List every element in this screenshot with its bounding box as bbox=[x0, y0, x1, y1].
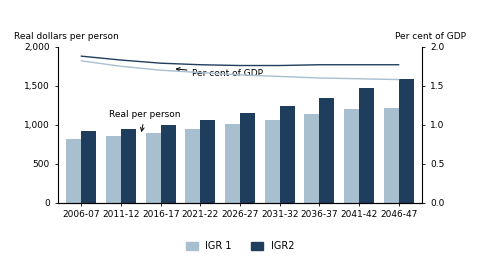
Bar bbox=[200, 120, 216, 203]
Bar bbox=[304, 114, 319, 203]
Text: Per cent of GDP: Per cent of GDP bbox=[177, 68, 264, 79]
Bar bbox=[384, 108, 398, 203]
Bar bbox=[121, 129, 136, 203]
Bar bbox=[225, 124, 240, 203]
Bar bbox=[280, 107, 295, 203]
Bar bbox=[66, 139, 82, 203]
Text: Real per person: Real per person bbox=[109, 110, 180, 131]
Bar bbox=[344, 109, 359, 203]
Text: Real dollars per person: Real dollars per person bbox=[14, 31, 119, 41]
Bar bbox=[398, 79, 414, 203]
Bar bbox=[106, 136, 121, 203]
Text: Per cent of GDP: Per cent of GDP bbox=[395, 31, 466, 41]
Bar bbox=[145, 133, 161, 203]
Bar bbox=[264, 120, 280, 203]
Legend: IGR 1, IGR2: IGR 1, IGR2 bbox=[182, 237, 298, 255]
Bar bbox=[240, 113, 255, 203]
Bar bbox=[82, 131, 96, 203]
Bar bbox=[161, 125, 176, 203]
Bar bbox=[319, 98, 335, 203]
Bar bbox=[185, 129, 200, 203]
Bar bbox=[359, 88, 374, 203]
